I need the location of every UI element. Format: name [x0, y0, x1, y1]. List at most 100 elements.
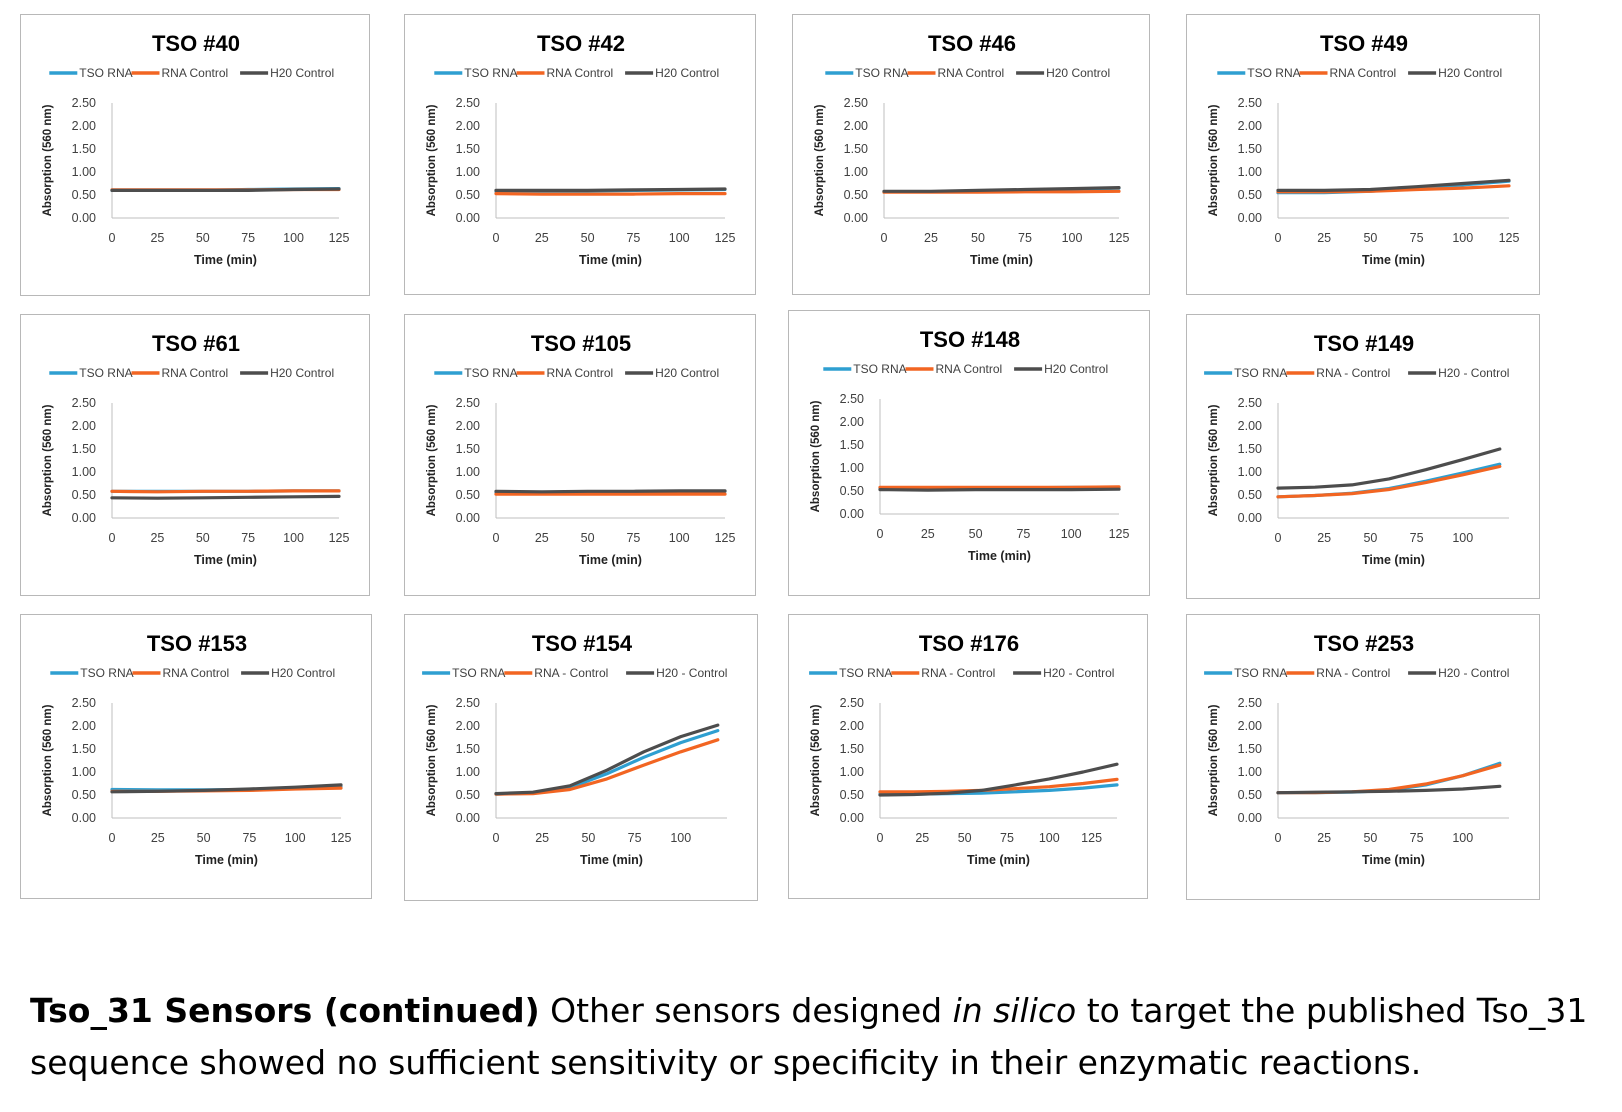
legend-label-rna-control: RNA Control: [163, 666, 230, 680]
y-axis-label: Absorption (560 nm): [814, 104, 826, 216]
x-tick-label: 25: [1317, 831, 1331, 845]
chart-panel: TSO #46 TSO RNA RNA Control H20 Control 0.00…: [792, 14, 1150, 295]
x-tick-label: 100: [670, 831, 691, 845]
series-line-h2o-control: [878, 487, 1121, 492]
y-tick-label: 2.50: [840, 392, 864, 406]
series-line-h2o-control: [110, 494, 341, 500]
x-tick-label: 100: [1039, 831, 1060, 845]
legend-label-rna-control: RNA Control: [547, 66, 614, 80]
x-tick-label: 75: [1410, 531, 1424, 545]
legend-label-rna-control: RNA Control: [1330, 66, 1397, 80]
x-tick-label: 75: [241, 531, 255, 545]
y-tick-label: 2.50: [844, 96, 868, 110]
y-tick-label: 1.00: [456, 765, 480, 779]
x-axis-label: Time (min): [580, 853, 643, 867]
x-tick-label: 125: [715, 531, 736, 545]
y-tick-label: 0.50: [844, 188, 868, 202]
chart-title: TSO #40: [152, 31, 240, 56]
chart-panel: TSO #176 TSO RNA RNA - Control H20 - Contro…: [788, 614, 1148, 899]
y-tick-label: 0.50: [72, 488, 96, 502]
y-tick-label: 1.00: [1238, 465, 1262, 479]
y-tick-label: 0.00: [72, 811, 96, 825]
y-tick-label: 2.50: [840, 696, 864, 710]
x-tick-label: 50: [969, 527, 983, 541]
y-tick-label: 1.50: [844, 142, 868, 156]
x-tick-label: 75: [626, 531, 640, 545]
y-tick-label: 1.00: [1238, 765, 1262, 779]
x-tick-label: 100: [669, 231, 690, 245]
y-tick-label: 2.00: [844, 119, 868, 133]
legend-label-tso-rna: TSO RNA: [855, 66, 908, 80]
x-tick-label: 100: [1061, 527, 1082, 541]
x-tick-label: 75: [241, 231, 255, 245]
series-line-h2o-control: [1276, 447, 1502, 490]
chart-title: TSO #149: [1314, 331, 1414, 356]
line-chart: TSO #153 TSO RNA RNA Control H20 Control 0.0…: [42, 631, 351, 867]
y-axis-label: Absorption (560 nm): [810, 400, 822, 512]
x-tick-label: 0: [877, 831, 884, 845]
x-tick-label: 0: [109, 231, 116, 245]
y-axis-label: Absorption (560 nm): [42, 704, 54, 816]
legend: TSO RNA RNA Control H20 Control: [434, 66, 719, 80]
y-axis-label: Absorption (560 nm): [42, 404, 54, 516]
x-tick-label: 125: [1081, 831, 1102, 845]
x-axis-label: Time (min): [970, 253, 1033, 267]
y-axis-label: Absorption (560 nm): [426, 404, 438, 516]
y-tick-label: 1.00: [1238, 165, 1262, 179]
legend-label-tso-rna: TSO RNA: [1234, 366, 1287, 380]
x-axis-label: Time (min): [967, 853, 1030, 867]
y-tick-label: 2.00: [72, 719, 96, 733]
line-chart: TSO #154 TSO RNA RNA - Control H20 - Contro…: [422, 631, 727, 867]
legend-label-tso-rna: TSO RNA: [79, 366, 132, 380]
chart-title: TSO #153: [147, 631, 247, 656]
line-chart: TSO #105 TSO RNA RNA Control H20 Control 0.0…: [426, 331, 736, 567]
x-tick-label: 50: [958, 831, 972, 845]
chart-panel: TSO #148 TSO RNA RNA Control H20 Control 0.0…: [788, 310, 1150, 596]
y-axis-label: Absorption (560 nm): [1208, 104, 1220, 216]
series-line-h2o-control: [110, 187, 341, 192]
series-line-h2o-control: [494, 489, 727, 494]
legend-label-h2o-control: H20 - Control: [656, 666, 727, 680]
x-tick-label: 125: [1499, 231, 1520, 245]
y-tick-label: 1.00: [72, 165, 96, 179]
legend-label-tso-rna: TSO RNA: [464, 366, 517, 380]
series-line-rna-control: [494, 192, 727, 196]
legend-label-h2o-control: H20 Control: [655, 66, 719, 80]
x-tick-label: 0: [493, 231, 500, 245]
y-tick-label: 1.50: [72, 742, 96, 756]
x-axis-label: Time (min): [579, 253, 642, 267]
y-tick-label: 2.00: [456, 119, 480, 133]
legend-label-h2o-control: H20 Control: [271, 666, 335, 680]
legend-label-tso-rna: TSO RNA: [464, 66, 517, 80]
x-tick-label: 75: [626, 231, 640, 245]
x-tick-label: 125: [1109, 527, 1130, 541]
x-tick-label: 0: [109, 531, 116, 545]
legend-label-rna-control: RNA - Control: [534, 666, 608, 680]
y-tick-label: 0.00: [456, 511, 480, 525]
x-axis-label: Time (min): [579, 553, 642, 567]
y-tick-label: 1.50: [840, 438, 864, 452]
y-tick-label: 2.50: [456, 696, 480, 710]
y-tick-label: 1.00: [456, 165, 480, 179]
y-tick-label: 2.50: [72, 696, 96, 710]
legend-label-h2o-control: H20 Control: [1044, 362, 1108, 376]
x-tick-label: 50: [1363, 531, 1377, 545]
legend: TSO RNA RNA - Control H20 - Control: [1204, 366, 1509, 380]
y-tick-label: 2.50: [456, 396, 480, 410]
legend-label-h2o-control: H20 Control: [655, 366, 719, 380]
y-tick-label: 2.00: [840, 415, 864, 429]
x-tick-label: 50: [1363, 231, 1377, 245]
legend-label-rna-control: RNA - Control: [1316, 366, 1390, 380]
x-tick-label: 75: [1018, 231, 1032, 245]
x-tick-label: 25: [1317, 231, 1331, 245]
legend-label-tso-rna: TSO RNA: [1234, 666, 1287, 680]
series-line-rna-control: [494, 738, 720, 796]
series-line-h2o-control: [110, 783, 343, 794]
legend-label-h2o-control: H20 - Control: [1438, 666, 1509, 680]
y-tick-label: 1.00: [840, 461, 864, 475]
x-tick-label: 125: [329, 531, 350, 545]
x-tick-label: 125: [715, 231, 736, 245]
legend: TSO RNA RNA Control H20 Control: [50, 666, 335, 680]
line-chart: TSO #253 TSO RNA RNA - Control H20 - Contro…: [1204, 631, 1509, 867]
line-chart: TSO #40 TSO RNA RNA Control H20 Control 0.00…: [42, 31, 349, 267]
